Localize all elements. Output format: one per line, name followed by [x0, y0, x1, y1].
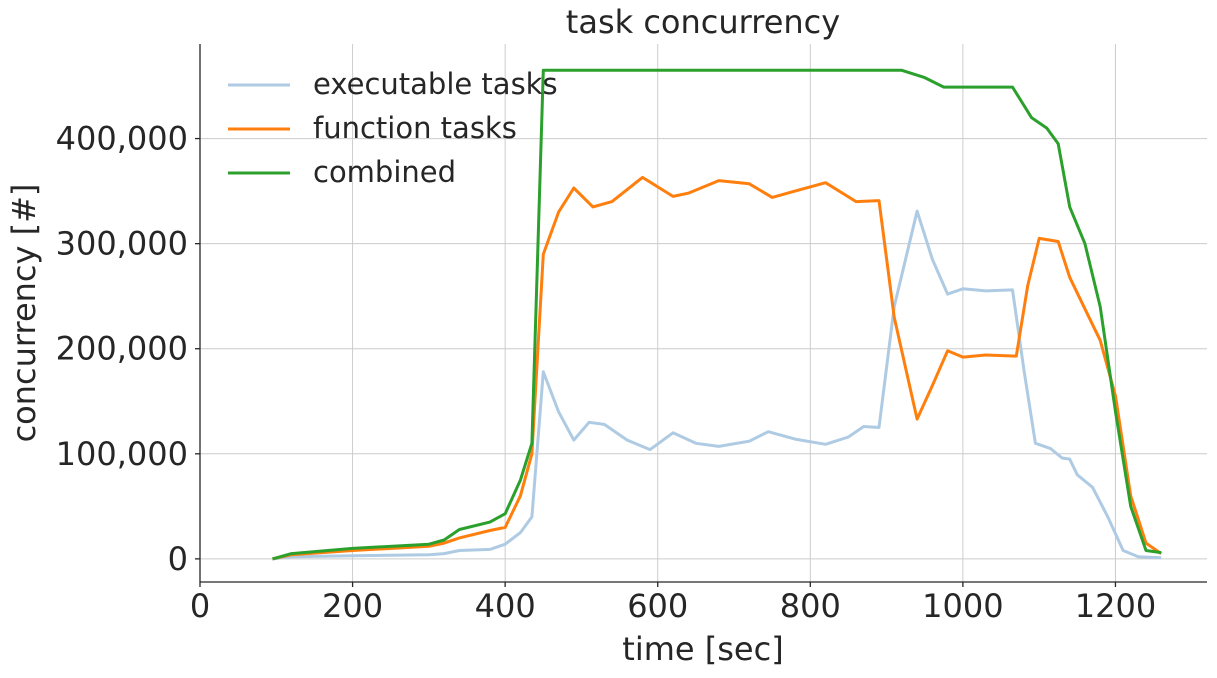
x-tick-label: 800	[780, 587, 841, 625]
chart-title: task concurrency	[566, 3, 840, 41]
series-line	[272, 175, 1163, 561]
y-tick-label: 100,000	[56, 435, 188, 473]
series-line	[272, 209, 1162, 561]
legend-label: executable tasks	[313, 67, 558, 101]
y-tick-label: 300,000	[56, 225, 188, 263]
x-tick-label: 1200	[1075, 587, 1156, 625]
x-axis-label: time [sec]	[622, 630, 783, 668]
legend-label: function tasks	[313, 111, 517, 145]
series-line	[272, 68, 1162, 561]
x-tick-label: 200	[322, 587, 383, 625]
x-tick-label: 600	[627, 587, 688, 625]
x-tick-label: 400	[475, 587, 536, 625]
y-tick-label: 0	[168, 540, 188, 578]
x-tick-label: 0	[190, 587, 210, 625]
y-tick-label: 200,000	[56, 330, 188, 368]
y-tick-label: 400,000	[56, 120, 188, 158]
legend-label: combined	[313, 155, 456, 189]
y-axis-label: concurrency [#]	[5, 184, 43, 443]
x-tick-label: 1000	[922, 587, 1003, 625]
